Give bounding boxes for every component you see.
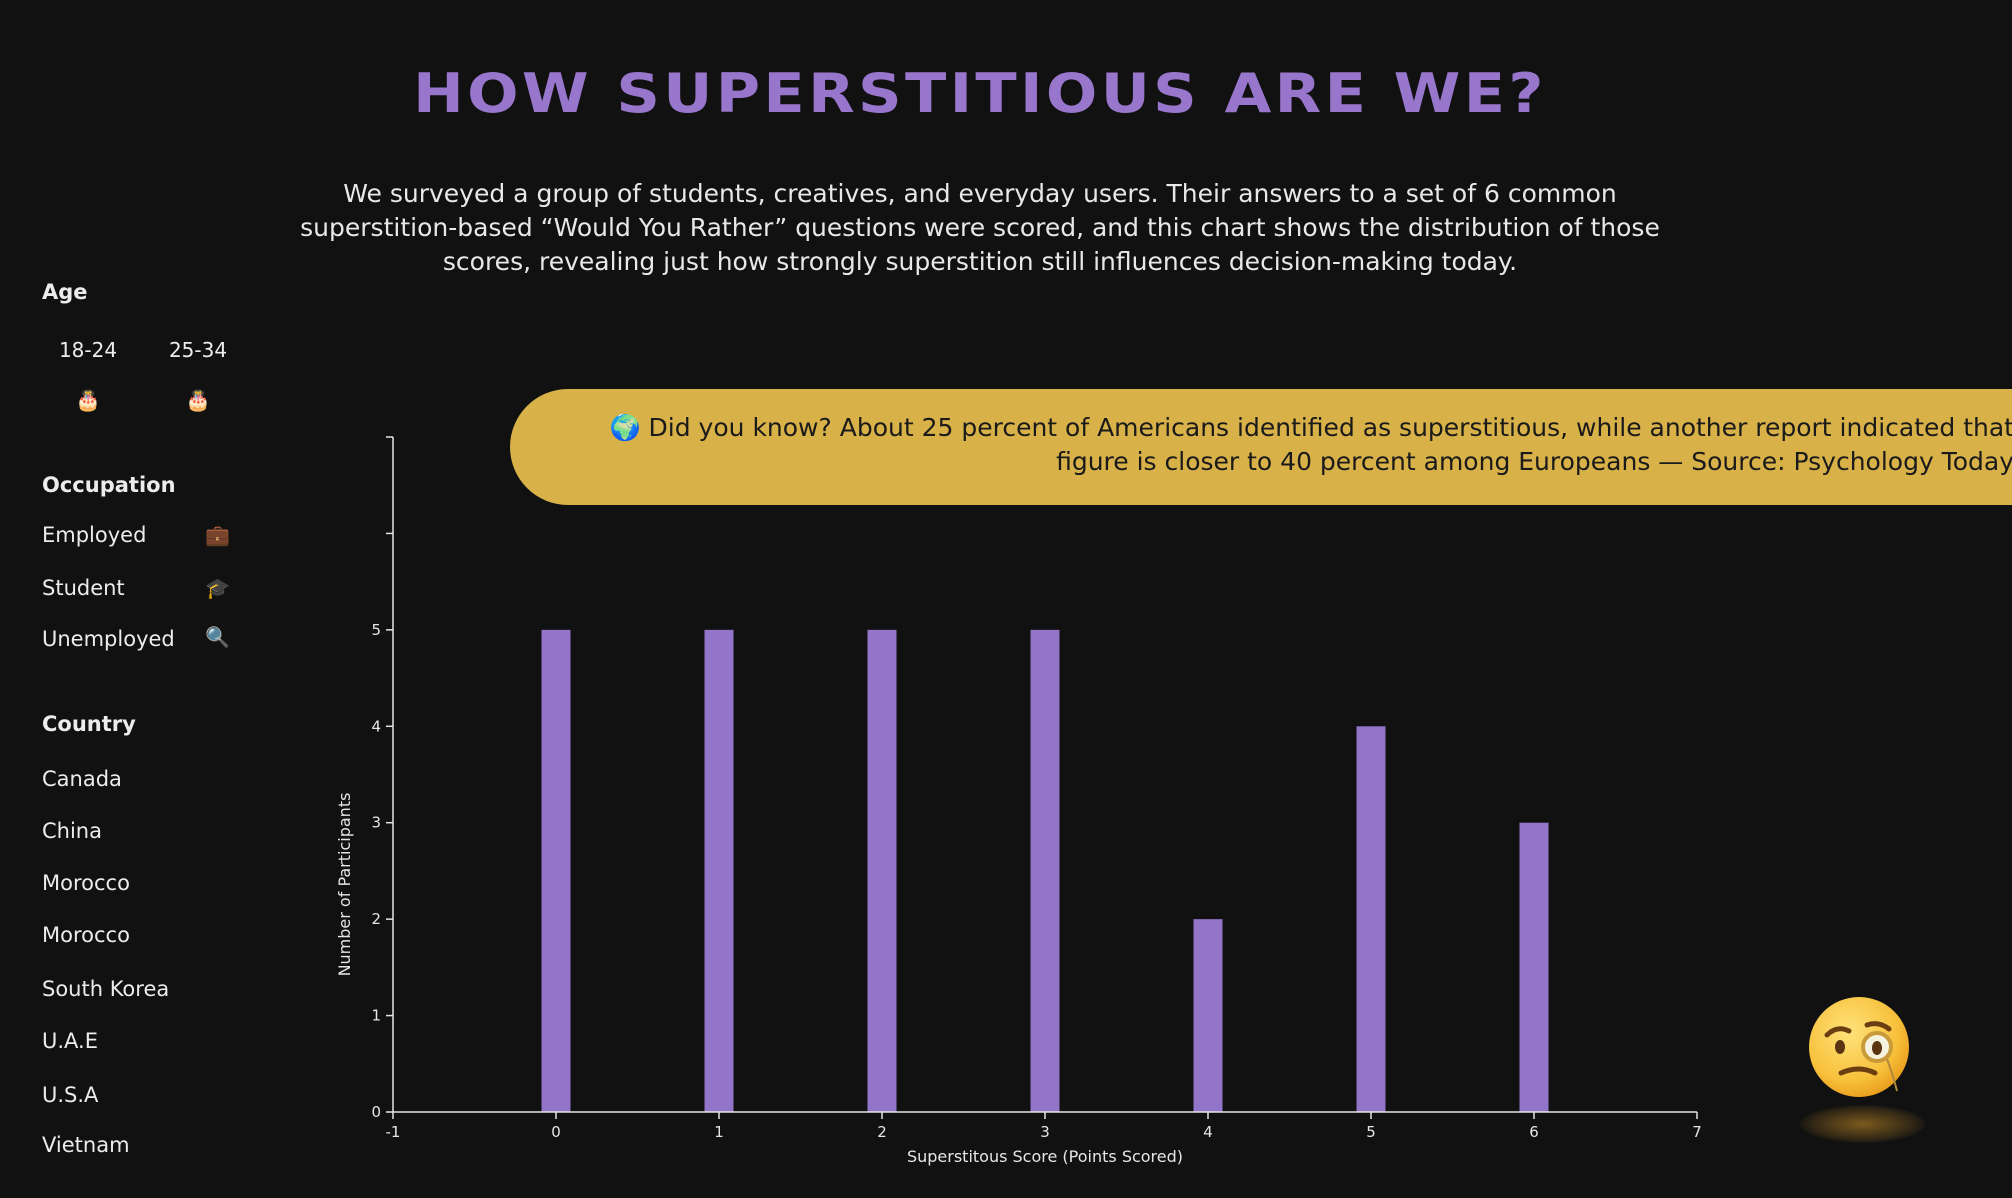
magnifier-icon[interactable]: 🔍 xyxy=(205,625,230,649)
x-tick-label: -1 xyxy=(386,1123,401,1141)
country-filter-item[interactable]: U.A.E xyxy=(42,1029,98,1053)
occupation-filter-unemployed[interactable]: Unemployed xyxy=(42,627,175,651)
x-tick-label: 7 xyxy=(1692,1123,1702,1141)
country-filter-item[interactable]: Canada xyxy=(42,767,122,791)
x-tick-label: 1 xyxy=(714,1123,724,1141)
filter-sidebar: Age 18-24 🎂 25-34 🎂 Occupation Employed … xyxy=(0,0,260,1198)
bar-score-5 xyxy=(1356,726,1386,1112)
cake-icon[interactable]: 🎂 xyxy=(185,388,211,412)
bar-score-6 xyxy=(1519,822,1549,1112)
fact-banner: 🌍 Did you know? About 25 percent of Amer… xyxy=(510,389,2012,505)
country-filter-item[interactable]: China xyxy=(42,819,102,843)
face-with-monocle-icon[interactable] xyxy=(1807,995,1911,1099)
country-heading: Country xyxy=(42,712,136,736)
y-tick-label: 4 xyxy=(371,717,381,735)
country-filter-item[interactable]: Vietnam xyxy=(42,1133,130,1157)
y-tick-label: 3 xyxy=(371,814,381,832)
x-tick-label: 2 xyxy=(877,1123,887,1141)
y-tick-label: 2 xyxy=(371,910,381,928)
bar-score-2 xyxy=(867,629,897,1112)
graduation-cap-icon[interactable]: 🎓 xyxy=(205,576,230,600)
bar-score-4 xyxy=(1193,919,1223,1112)
occupation-filter-employed[interactable]: Employed xyxy=(42,523,147,547)
x-tick-label: 5 xyxy=(1366,1123,1376,1141)
country-filter-item[interactable]: U.S.A xyxy=(42,1083,99,1107)
country-filter-item[interactable]: South Korea xyxy=(42,977,170,1001)
page-title: HOW SUPERSTITIOUS ARE WE? xyxy=(413,62,1547,125)
briefcase-icon[interactable]: 💼 xyxy=(205,523,230,547)
x-tick-label: 0 xyxy=(551,1123,561,1141)
bar-score-0 xyxy=(541,629,571,1112)
occupation-filter-student[interactable]: Student xyxy=(42,576,125,600)
y-tick-label: 5 xyxy=(371,621,381,639)
occupation-heading: Occupation xyxy=(42,473,176,497)
y-axis-title: Number of Participants xyxy=(335,793,354,977)
x-axis-title: Superstitous Score (Points Scored) xyxy=(907,1147,1183,1166)
bar-score-3 xyxy=(1030,629,1060,1112)
x-tick-label: 4 xyxy=(1203,1123,1213,1141)
x-tick-label: 6 xyxy=(1529,1123,1539,1141)
country-filter-item[interactable]: Morocco xyxy=(42,923,130,947)
y-tick-label: 0 xyxy=(371,1103,381,1121)
x-tick-label: 3 xyxy=(1040,1123,1050,1141)
age-filter-18-24-label[interactable]: 18-24 xyxy=(58,338,118,362)
page-subtitle: We surveyed a group of students, creativ… xyxy=(300,179,1660,276)
age-filter-25-34-label[interactable]: 25-34 xyxy=(168,338,228,362)
cake-icon[interactable]: 🎂 xyxy=(75,388,101,412)
country-filter-item[interactable]: Morocco xyxy=(42,871,130,895)
y-tick-label: 1 xyxy=(371,1007,381,1025)
globe-icon: 🌍 xyxy=(609,413,641,442)
bar-score-1 xyxy=(704,629,734,1112)
fact-text: Did you know? About 25 percent of Americ… xyxy=(648,413,2012,476)
mascot-glow xyxy=(1800,1105,1925,1143)
age-heading: Age xyxy=(42,280,88,304)
